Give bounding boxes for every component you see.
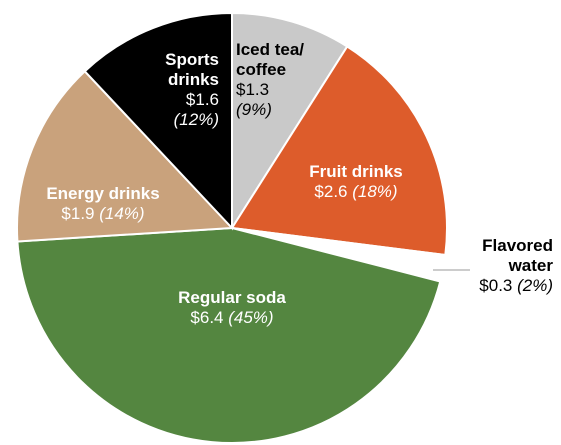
value-energy-drinks: $1.9 [61, 204, 94, 223]
label-title-fruit-drinks: Fruit drinks [309, 162, 403, 181]
label-fruit-drinks: Fruit drinks $2.6 (18%) [309, 162, 403, 201]
label-title-sports-drinks: Sports [165, 50, 219, 69]
percent-flavored-water: (2%) [512, 276, 553, 295]
value-iced-tea-coffee: $1.3 [236, 80, 269, 99]
label-title-regular-soda: Regular soda [178, 288, 286, 307]
percent-regular-soda: (45%) [224, 308, 274, 327]
label-flavored-water: Flavored water $0.3 (2%) [479, 236, 553, 295]
label-iced-tea-coffee: Iced tea/coffee $1.3 (9%) [236, 40, 304, 119]
label-sports-drinks: Sports drinks $1.6 (12%) [165, 50, 219, 129]
slice-energy-drinks [16, 69, 235, 243]
pie-labels: Iced tea/coffee $1.3 (9%) Fruit drinks $2.6 … [46, 40, 553, 327]
value-fruit-drinks: $2.6 [314, 182, 347, 201]
label-title-iced-tea-coffee: coffee [236, 60, 286, 79]
label-energy-drinks: Energy drinks $1.9 (14%) [46, 184, 159, 223]
slice-sports-drinks [83, 11, 233, 231]
percent-fruit-drinks: (18%) [348, 182, 398, 201]
label-regular-soda: Regular soda $6.4 (45%) [178, 288, 286, 327]
value-sports-drinks: $1.6 [186, 90, 219, 109]
slice-regular-soda [16, 226, 442, 444]
slice-iced-tea-coffee [231, 11, 349, 232]
label-title-flavored-water: water [508, 256, 554, 275]
percent-iced-tea-coffee: (9%) [236, 100, 272, 119]
label-title-iced-tea-coffee: Iced tea/ [236, 40, 304, 59]
value-flavored-water: $0.3 [479, 276, 512, 295]
percent-sports-drinks: (12%) [174, 110, 219, 129]
percent-energy-drinks: (14%) [95, 204, 145, 223]
value-regular-soda: $6.4 [190, 308, 223, 327]
pie-slices [16, 11, 448, 444]
label-title-energy-drinks: Energy drinks [46, 184, 159, 203]
label-title-flavored-water: Flavored [482, 236, 553, 255]
slice-fruit-drinks [230, 45, 448, 257]
label-title-sports-drinks: drinks [168, 70, 219, 89]
